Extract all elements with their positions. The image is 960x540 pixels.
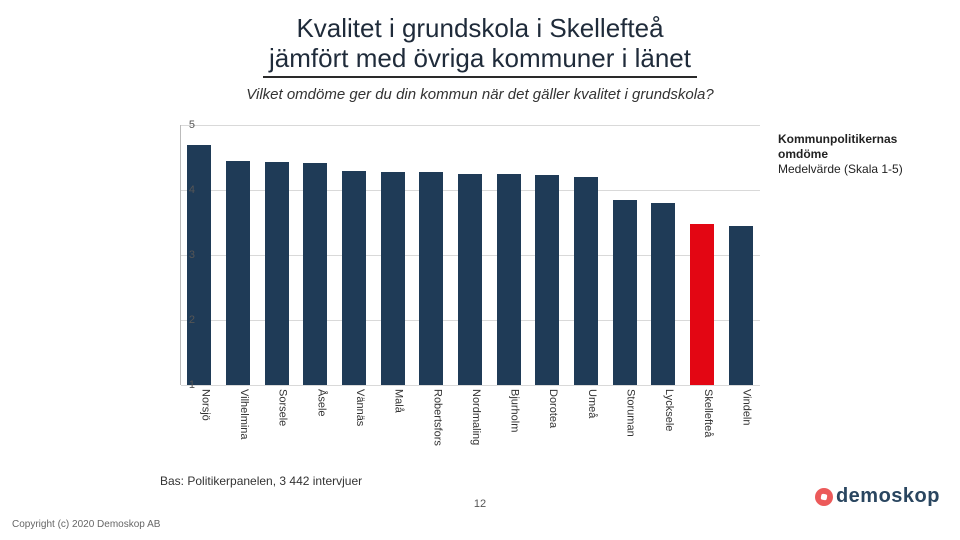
- bar: [342, 171, 366, 386]
- bars-container: [180, 125, 760, 385]
- x-tick-label: Skellefteå: [690, 389, 714, 446]
- y-tick-label: 3: [175, 249, 195, 261]
- x-tick-label: Norsjö: [187, 389, 211, 446]
- bar: [729, 226, 753, 385]
- legend-title: Kommunpolitikernas omdöme: [778, 132, 948, 162]
- x-tick-label: Bjurholm: [497, 389, 521, 446]
- demoskop-logo: demoskop: [815, 485, 940, 508]
- x-tick-label: Malå: [381, 389, 405, 446]
- bar: [574, 177, 598, 385]
- x-tick-label: Lycksele: [651, 389, 675, 446]
- y-tick-label: 4: [175, 184, 195, 196]
- x-tick-label: Vilhelmina: [226, 389, 250, 446]
- x-tick-label: Åsele: [303, 389, 327, 446]
- bar: [226, 161, 250, 385]
- y-tick-label: 2: [175, 314, 195, 326]
- y-tick-label: 5: [175, 119, 195, 131]
- bar: [458, 174, 482, 385]
- x-tick-label: Umeå: [574, 389, 598, 446]
- x-tick-label: Storuman: [613, 389, 637, 446]
- x-tick-label: Sorsele: [265, 389, 289, 446]
- legend: Kommunpolitikernas omdöme Medelvärde (Sk…: [778, 132, 948, 177]
- bar: [690, 224, 714, 385]
- bar: [651, 203, 675, 385]
- chart-subtitle: Vilket omdöme ger du din kommun när det …: [0, 86, 960, 103]
- x-tick-label: Vännäs: [342, 389, 366, 446]
- bar: [419, 172, 443, 385]
- chart-title-line2: jämfört med övriga kommuner i länet: [263, 44, 697, 78]
- copyright-text: Copyright (c) 2020 Demoskop AB: [12, 519, 160, 530]
- y-tick-label: 1: [175, 379, 195, 391]
- bar: [187, 145, 211, 386]
- bar: [535, 175, 559, 385]
- x-tick-label: Dorotea: [535, 389, 559, 446]
- bar: [497, 174, 521, 385]
- bar: [265, 162, 289, 385]
- legend-sub: Medelvärde (Skala 1-5): [778, 162, 948, 177]
- bar-chart: NorsjöVilhelminaSorseleÅseleVännäsMalåRo…: [160, 125, 760, 415]
- x-tick-label: Robertsfors: [419, 389, 443, 446]
- x-tick-label: Nordmaling: [458, 389, 482, 446]
- bar: [303, 163, 327, 385]
- bar: [613, 200, 637, 385]
- footer-base-text: Bas: Politikerpanelen, 3 442 intervjuer: [160, 474, 362, 488]
- x-tick-label: Vindeln: [729, 389, 753, 446]
- logo-mark-icon: [815, 488, 833, 506]
- logo-text: demoskop: [836, 485, 940, 508]
- chart-title-line1: Kvalitet i grundskola i Skellefteå: [0, 0, 960, 44]
- gridline: [181, 385, 760, 386]
- bar: [381, 172, 405, 385]
- x-axis-labels: Norsjö Vilhelmina Sorsele Åsele Vännäs Malå Ro…: [180, 389, 760, 446]
